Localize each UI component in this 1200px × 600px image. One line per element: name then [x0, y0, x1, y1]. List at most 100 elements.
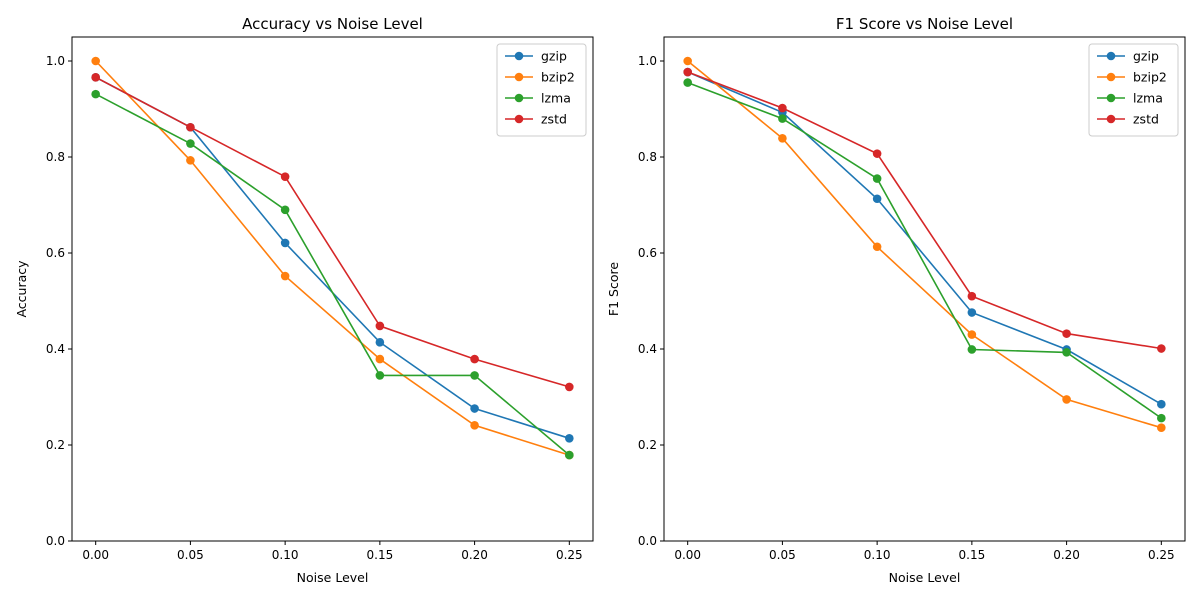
data-point-bzip2: [91, 56, 100, 66]
data-point-zstd: [565, 382, 574, 392]
x-tick-label: 0.25: [556, 548, 583, 562]
series-line-lzma: [687, 81, 1162, 419]
y-tick-label: 1.0: [638, 54, 657, 68]
x-axis-label: Noise Level: [297, 570, 369, 585]
data-point-bzip2: [1062, 395, 1071, 404]
y-tick-label: 0.2: [46, 438, 65, 452]
legend-label-bzip2: bzip2: [541, 70, 575, 85]
y-tick-label: 0.0: [638, 534, 657, 548]
data-point-lzma: [1062, 348, 1071, 357]
legend-marker-bzip2: [514, 72, 524, 82]
y-tick-label: 0.0: [46, 534, 65, 548]
legend-marker-bzip2: [1106, 72, 1116, 82]
data-point-gzip: [1157, 399, 1166, 409]
x-tick-label: 0.15: [367, 548, 394, 562]
data-point-lzma: [375, 371, 385, 380]
chart-panel-1: Accuracy vs Noise Level 0.00 0.05 0.10 0.15 0…: [14, 15, 594, 585]
x-tick-label: 0.15: [959, 548, 986, 562]
x-axis-label: Noise Level: [889, 570, 961, 585]
data-point-bzip2: [375, 354, 385, 364]
y-tick-label: 0.6: [638, 246, 657, 260]
x-tick-label: 0.00: [82, 548, 109, 562]
x-tick-label: 0.25: [1148, 548, 1175, 562]
legend-label-bzip2: bzip2: [1133, 70, 1167, 85]
legend-label-lzma: lzma: [541, 91, 571, 106]
legend-label-gzip: gzip: [541, 49, 567, 64]
y-axis-label: Accuracy: [14, 260, 29, 318]
data-point-bzip2: [683, 56, 692, 66]
data-point-lzma: [280, 205, 290, 215]
data-point-lzma: [1157, 413, 1166, 423]
chart-panel-2: F1 Score vs Noise Level 0.00 0.05 0.10 0.15 0…: [606, 15, 1186, 585]
data-point-lzma: [565, 450, 574, 460]
data-point-zstd: [967, 291, 977, 301]
series-line-zstd: [687, 71, 1162, 350]
data-point-zstd: [280, 172, 290, 181]
legend-box: [1088, 43, 1179, 137]
legend-marker-zstd: [1106, 114, 1116, 124]
legend-marker-lzma: [514, 93, 524, 103]
series-line-bzip2: [687, 60, 1162, 429]
legend-marker-lzma: [1106, 93, 1116, 103]
series-line-lzma: [95, 93, 570, 456]
data-point-gzip: [470, 404, 479, 413]
data-point-bzip2: [967, 330, 977, 339]
data-point-lzma: [91, 89, 100, 99]
data-point-bzip2: [872, 242, 882, 252]
data-point-gzip: [872, 194, 882, 204]
x-tick-label: 0.10: [864, 548, 891, 562]
legend-marker-zstd: [514, 114, 524, 124]
data-point-lzma: [470, 371, 479, 380]
x-tick-label: 0.10: [272, 548, 299, 562]
legend-marker-gzip: [1106, 51, 1116, 61]
y-tick-label: 0.2: [638, 438, 657, 452]
y-tick-label: 0.8: [46, 150, 65, 164]
y-tick-label: 0.8: [638, 150, 657, 164]
legend-marker-gzip: [514, 51, 524, 61]
y-axis-label: F1 Score: [606, 262, 621, 316]
y-tick-label: 0.6: [46, 246, 65, 260]
x-tick-label: 0.20: [461, 548, 488, 562]
data-point-bzip2: [778, 133, 787, 143]
data-point-zstd: [91, 73, 100, 82]
legend-label-gzip: gzip: [1133, 49, 1159, 64]
series-line-zstd: [95, 76, 570, 388]
data-point-lzma: [186, 139, 195, 148]
data-point-bzip2: [186, 156, 195, 165]
y-tick-label: 0.4: [46, 342, 65, 356]
legend: gzip bzip2 lzma zstd: [1088, 43, 1179, 137]
legend-label-lzma: lzma: [1133, 91, 1163, 106]
data-point-zstd: [186, 122, 195, 132]
legend-label-zstd: zstd: [541, 112, 567, 127]
legend-box: [496, 43, 587, 137]
y-tick-label: 1.0: [46, 54, 65, 68]
data-point-zstd: [683, 67, 692, 77]
chart-title: F1 Score vs Noise Level: [836, 15, 1013, 33]
chart-title: Accuracy vs Noise Level: [242, 15, 423, 33]
series-line-bzip2: [95, 60, 570, 456]
data-point-zstd: [872, 149, 882, 158]
x-tick-label: 0.05: [177, 548, 204, 562]
data-point-zstd: [1062, 329, 1071, 338]
data-point-lzma: [967, 345, 977, 354]
data-point-gzip: [280, 238, 290, 248]
legend-label-zstd: zstd: [1133, 112, 1159, 127]
x-tick-label: 0.00: [674, 548, 701, 562]
x-tick-label: 0.20: [1053, 548, 1080, 562]
data-point-zstd: [375, 321, 385, 331]
data-point-lzma: [872, 174, 882, 183]
legend: gzip bzip2 lzma zstd: [496, 43, 587, 137]
y-tick-label: 0.4: [638, 342, 657, 356]
data-point-zstd: [778, 103, 787, 113]
data-point-gzip: [565, 433, 574, 443]
data-point-gzip: [375, 337, 385, 347]
data-point-bzip2: [280, 271, 290, 281]
data-point-lzma: [683, 78, 692, 87]
data-point-bzip2: [470, 421, 479, 430]
data-point-gzip: [967, 308, 977, 317]
axes-frame: [71, 36, 594, 542]
series-line-gzip: [687, 71, 1162, 405]
data-point-bzip2: [1157, 423, 1166, 433]
data-point-zstd: [1157, 344, 1166, 353]
data-point-lzma: [778, 114, 787, 123]
